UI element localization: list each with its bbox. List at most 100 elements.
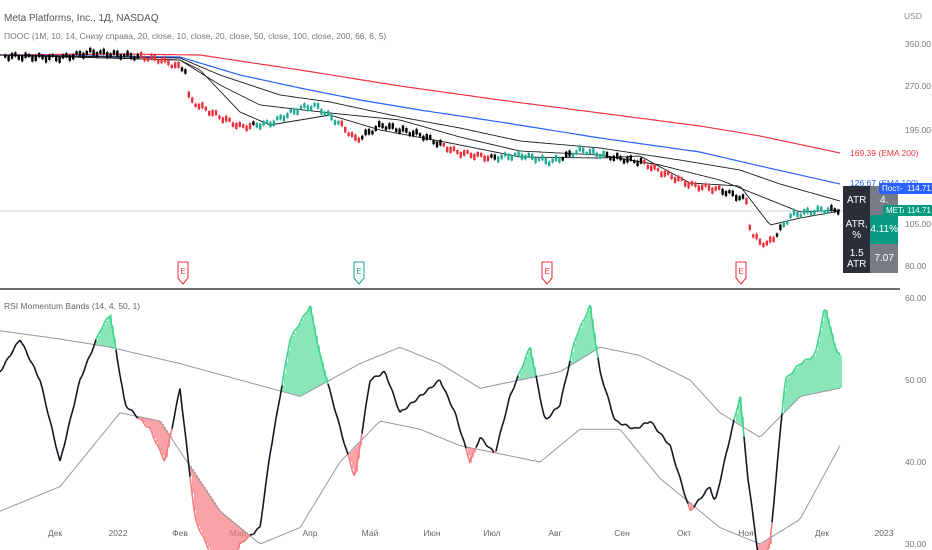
rsi-line-segment: [293, 328, 297, 332]
rsi-line-segment: [679, 476, 683, 486]
rsi-line-segment: [175, 396, 179, 408]
rsi-line-segment: [303, 312, 307, 316]
rsi-line-segment: [369, 378, 373, 382]
rsi-line-segment: [651, 422, 655, 426]
rsi-line-segment: [285, 350, 289, 362]
rsi-line-segment: [243, 539, 247, 543]
rsi-line-segment: [681, 484, 685, 493]
rsi-line-segment: [539, 397, 543, 408]
rsi-line-segment: [75, 386, 79, 397]
rsi-line-segment: [819, 320, 823, 332]
rsi-line-segment: [631, 427, 635, 430]
rsi-line-segment: [785, 375, 789, 379]
rsi-line-segment: [535, 375, 539, 387]
rsi-line-segment: [603, 385, 607, 392]
rsi-line-segment: [573, 337, 577, 344]
rsi-line-segment: [483, 440, 487, 446]
rsi-line-segment: [389, 385, 393, 391]
rsi-line-segment: [275, 407, 279, 419]
rsi-line-segment: [615, 419, 619, 423]
rsi-line-segment: [433, 382, 437, 387]
rsi-line-segment: [731, 419, 735, 429]
atr-table: ATR 4. ATR, % 4.11% 1.5 ATR 7.07: [843, 186, 898, 273]
rsi-line-segment: [601, 378, 605, 387]
rsi-line-segment: [533, 366, 537, 376]
rsi-tick-label: 30.00: [905, 539, 927, 549]
rsi-line-segment: [627, 425, 631, 429]
rsi-line-segment: [461, 435, 465, 442]
rsi-line-segment: [9, 352, 13, 357]
rsi-line-segment: [377, 374, 381, 378]
rsi-line-segment: [289, 335, 293, 341]
rsi-line-segment: [317, 345, 321, 355]
earnings-marker: [177, 261, 189, 285]
rsi-line-segment: [815, 341, 819, 350]
rsi-line-segment: [497, 433, 501, 443]
rsi-line-segment: [43, 395, 47, 406]
rsi-line-segment: [639, 424, 643, 429]
rsi-line-segment: [689, 508, 693, 512]
earnings-marker-label: E: [738, 267, 743, 276]
rsi-line-segment: [263, 482, 267, 499]
rsi-line-segment: [409, 401, 413, 405]
rsi-line-segment: [733, 412, 737, 421]
time-tick-label: Июл: [483, 528, 500, 538]
rsi-line-segment: [709, 487, 713, 495]
rsi-line-segment: [327, 383, 331, 391]
rsi-line-segment: [337, 419, 341, 427]
rsi-line-segment: [81, 370, 85, 377]
currency-label: USD: [904, 11, 922, 21]
ma-line: [0, 54, 841, 226]
rsi-line-segment: [271, 430, 275, 444]
time-tick-label: Июн: [423, 528, 440, 538]
rsi-line-segment: [575, 332, 579, 339]
rsi-line-segment: [41, 386, 45, 396]
last-price-tag: 114.71: [904, 183, 932, 194]
rsi-line-segment: [423, 391, 427, 395]
symbol-title: Meta Platforms, Inc., 1Д, NASDAQ: [4, 13, 159, 24]
rsi-line-segment: [649, 420, 653, 424]
rsi-line-segment: [281, 372, 285, 386]
rsi-line-segment: [685, 498, 689, 504]
atr-15-row-value: 7.07: [870, 244, 898, 273]
rsi-line-segment: [703, 490, 707, 495]
rsi-line-segment: [25, 350, 29, 357]
rsi-line-segment: [751, 507, 755, 524]
rsi-line-segment: [5, 357, 9, 362]
indicator-settings: ПООС (1M, 10, 14, Снизу справа, 20, clos…: [4, 31, 387, 41]
time-tick-label: 2022: [109, 528, 128, 538]
rsi-line-segment: [51, 427, 55, 438]
rsi-line-segment: [719, 472, 723, 483]
rsi-line-segment: [89, 351, 93, 356]
rsi-bull-fill: [96, 306, 842, 427]
time-tick-label: Фев: [172, 528, 188, 538]
rsi-line-segment: [69, 412, 73, 421]
rsi-line-segment: [395, 402, 399, 409]
rsi-line-segment: [265, 467, 269, 483]
rsi-line-segment: [691, 506, 695, 510]
rsi-line-segment: [55, 446, 59, 455]
rsi-line-segment: [19, 339, 23, 344]
rsi-line-segment: [199, 531, 203, 536]
rsi-line-segment: [425, 388, 429, 393]
rsi-line-segment: [301, 314, 305, 319]
rsi-line-segment: [257, 526, 261, 529]
rsi-line-segment: [283, 360, 287, 373]
rsi-line-segment: [305, 310, 309, 314]
rsi-line-segment: [829, 326, 833, 335]
rsi-line-segment: [109, 315, 113, 327]
rsi-line-segment: [837, 352, 841, 356]
rsi-line-segment: [791, 370, 795, 374]
rsi-line-segment: [463, 440, 467, 449]
rsi-line-segment: [577, 327, 581, 334]
rsi-line-segment: [717, 482, 721, 491]
rsi-line-segment: [87, 355, 91, 360]
rsi-line-segment: [393, 395, 397, 403]
rsi-line-segment: [143, 423, 147, 427]
rsi-line-segment: [413, 400, 417, 403]
rsi-line-segment: [159, 449, 163, 457]
rsi-line-segment: [151, 432, 155, 440]
atr-row-label: ATR: [843, 186, 871, 215]
rsi-line-segment: [727, 438, 731, 448]
